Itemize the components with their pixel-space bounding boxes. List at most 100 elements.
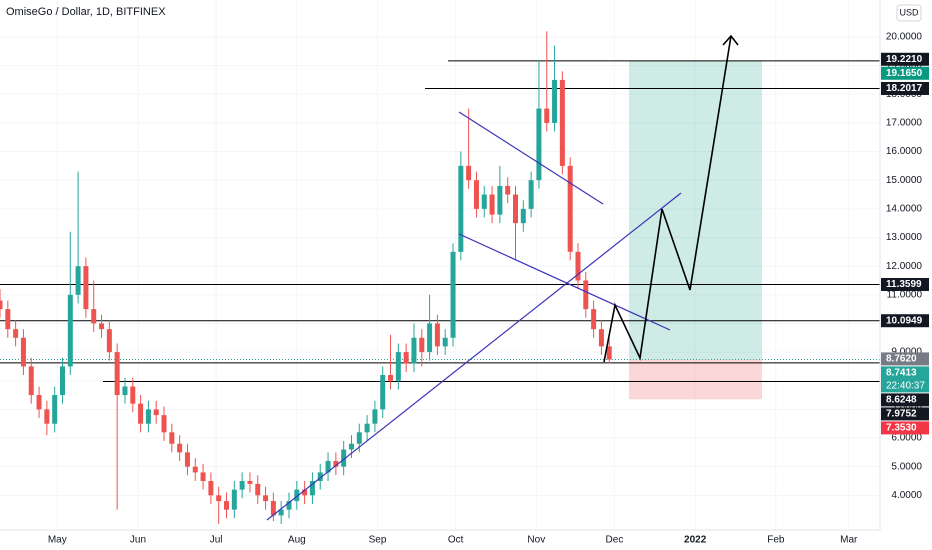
candle-body (75, 266, 81, 295)
drawings (266, 34, 739, 521)
x-tick-label: Oct (448, 535, 464, 546)
candle-body (0, 300, 3, 310)
candle-body (106, 329, 112, 353)
candle-body (114, 352, 120, 396)
candle-body (28, 366, 34, 396)
candle-body (364, 423, 370, 433)
candle-body (309, 481, 315, 496)
candle-body (591, 309, 597, 330)
candle-body (598, 329, 604, 347)
price-label-box (881, 81, 929, 95)
candle-body (13, 329, 19, 338)
price-label: 18.2017 (886, 83, 923, 94)
candle-body (606, 346, 612, 360)
y-tick-label: 14.0000 (886, 203, 923, 214)
x-tick-label: Aug (288, 535, 306, 546)
projection-path (603, 35, 732, 363)
candle-body (489, 194, 495, 215)
candle-body (294, 489, 300, 502)
candle-body (20, 337, 26, 367)
price-label-box (881, 52, 929, 66)
x-tick-label: Jun (130, 535, 146, 546)
y-tick-label: 4.0000 (891, 490, 922, 501)
x-tick-label: May (48, 535, 67, 546)
candle-body (5, 309, 11, 330)
price-label-box (881, 407, 929, 421)
trend-line (266, 192, 682, 521)
candle-body (450, 251, 456, 338)
candle-body (177, 443, 183, 453)
y-tick-label: 5.0000 (891, 461, 922, 472)
x-tick-label: Jul (210, 535, 223, 546)
candles (0, 31, 612, 524)
candle-body (505, 185, 511, 195)
x-tick-label: 2022 (684, 535, 707, 546)
price-label: 8.7413 (886, 368, 917, 379)
currency[interactable]: USD (899, 7, 919, 17)
candle-body (83, 266, 89, 310)
candle-body (231, 489, 237, 510)
price-label: 19.2210 (886, 54, 923, 65)
candle-body (192, 466, 198, 473)
axis-labels: 4.00005.00006.00007.00008.00009.000010.0… (48, 32, 929, 546)
candle-body (200, 472, 206, 482)
y-tick-label: 12.0000 (886, 261, 923, 272)
y-tick-label: 15.0000 (886, 175, 923, 186)
candle-body (372, 409, 378, 424)
candle-body (169, 432, 175, 444)
candle-body (122, 386, 128, 396)
price-label-box (881, 421, 929, 435)
candle-body (458, 165, 464, 252)
candle-body (434, 323, 440, 347)
arrow-head (722, 34, 739, 46)
price-label-box (881, 314, 929, 328)
candle-body (44, 409, 50, 424)
price-label: 19.1650 (886, 68, 923, 79)
x-tick-label: Nov (527, 535, 545, 546)
chart-title: OmiseGo / Dollar, 1D, BITFINEX (6, 6, 166, 18)
candle-body (333, 460, 339, 467)
candle-body (427, 323, 433, 353)
candle-body (278, 509, 284, 516)
price-label: 8.6248 (886, 395, 917, 406)
candle-body (145, 409, 151, 424)
candle-body (247, 481, 253, 484)
candle-body (302, 489, 308, 496)
candle-body (473, 180, 479, 209)
candle-body (36, 395, 42, 410)
candle-body (583, 280, 589, 310)
candle-body (348, 443, 354, 450)
candle-body (528, 180, 534, 209)
candle-body (208, 481, 214, 496)
candle-body (536, 108, 542, 181)
candle-body (567, 165, 573, 252)
price-label-box (881, 277, 929, 291)
x-tick-label: Mar (840, 535, 858, 546)
price-label: 10.0949 (886, 315, 923, 326)
x-tick-label: Feb (767, 535, 785, 546)
candle-body (544, 108, 550, 123)
candle-body (263, 495, 269, 502)
candle-body (419, 337, 425, 353)
currency-button[interactable] (896, 4, 922, 22)
levels (0, 60, 880, 382)
candle-body (216, 495, 222, 502)
grid (0, 0, 880, 530)
price-label-box (881, 352, 929, 366)
price-label: 8.7620 (886, 354, 917, 365)
candle-body (481, 194, 487, 209)
candle-body (513, 194, 519, 224)
candle-body (52, 395, 58, 424)
trend-line (458, 233, 671, 331)
price-label: 7.3530 (886, 423, 917, 434)
price-label: 11.3599 (886, 279, 922, 290)
candle-body (520, 208, 526, 224)
candle-body (161, 415, 167, 433)
candle-body (59, 366, 65, 396)
candle-body (325, 460, 331, 473)
candle-body (497, 185, 503, 215)
candle-body (224, 501, 230, 510)
candle-body (153, 409, 159, 416)
